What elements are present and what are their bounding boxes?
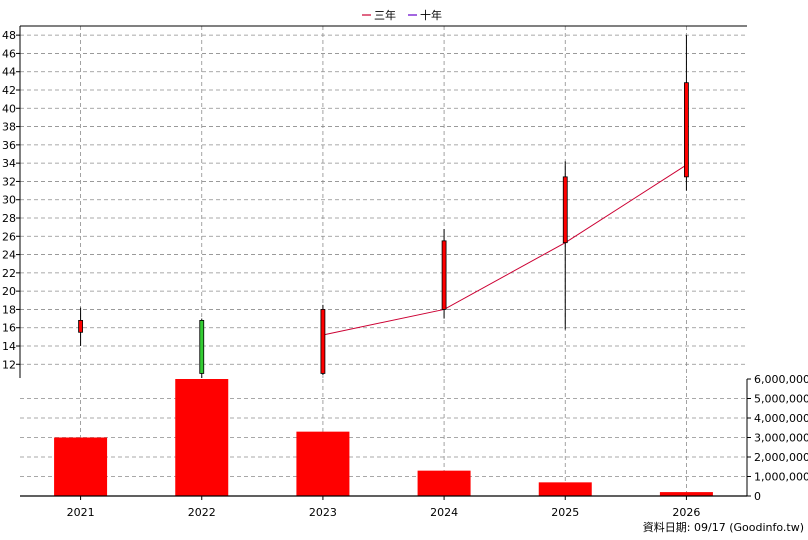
- price-tick-label: 48: [2, 29, 16, 42]
- price-tick-label: 44: [2, 66, 16, 79]
- volume-bar: [417, 470, 471, 496]
- candle-body: [441, 240, 447, 310]
- volume-tick-label: 6,000,000: [754, 373, 808, 386]
- volume-bars: [54, 379, 713, 496]
- x-tick-label: 2022: [188, 506, 216, 519]
- volume-tick-label: 1,000,000: [754, 471, 808, 484]
- price-tick-label: 32: [2, 175, 16, 188]
- price-tick-label: 22: [2, 267, 16, 280]
- volume-bar: [175, 379, 229, 496]
- volume-tick-label: 3,000,000: [754, 432, 808, 445]
- x-tick-label: 2024: [430, 506, 458, 519]
- price-tick-label: 46: [2, 47, 16, 60]
- price-tick-label: 42: [2, 84, 16, 97]
- line-series-layer: [322, 164, 687, 336]
- volume-bar: [296, 431, 350, 496]
- price-tick-label: 38: [2, 121, 16, 134]
- price-grid: [20, 26, 747, 378]
- price-tick-label: 30: [2, 194, 16, 207]
- price-tick-label: 34: [2, 157, 16, 170]
- candle-body: [199, 319, 205, 374]
- volume-tick-label: 2,000,000: [754, 451, 808, 464]
- price-tick-label: 36: [2, 139, 16, 152]
- volume-axis: 0 1,000,000 2,000,000 3,000,000 4,000,000 5,0…: [747, 373, 808, 503]
- x-tick-label: 2026: [672, 506, 700, 519]
- price-tick-label: 16: [2, 322, 16, 335]
- x-tick-label: 2023: [309, 506, 337, 519]
- price-axis: 12 14 16 18 20 22 24 26 28 30 32 34 36 38 40 42 44 46 48: [2, 29, 20, 371]
- plot-frame: [19, 25, 748, 497]
- volume-tick-label: 4,000,000: [754, 412, 808, 425]
- series-line: [322, 164, 687, 336]
- price-tick-label: 26: [2, 230, 16, 243]
- legend-label-three-year: 三年: [374, 8, 396, 22]
- volume-tick-label: 5,000,000: [754, 393, 808, 406]
- volume-bar: [659, 492, 713, 496]
- price-tick-label: 20: [2, 285, 16, 298]
- volume-tick-label: 0: [754, 490, 761, 503]
- volume-bar: [54, 437, 108, 496]
- candle-body: [320, 309, 326, 374]
- price-tick-label: 12: [2, 358, 16, 371]
- price-tick-label: 24: [2, 249, 16, 262]
- data-date-footer: 資料日期: 09/17 (Goodinfo.tw): [642, 521, 804, 534]
- price-panel: 12 14 16 18 20 22 24 26 28 30 32 34 36 38 40 42 44 46 48: [2, 26, 747, 378]
- volume-grid: [20, 379, 747, 496]
- volume-panel: 0 1,000,000 2,000,000 3,000,000 4,000,000 5,0…: [20, 373, 808, 503]
- legend-label-ten-year: 十年: [420, 8, 442, 22]
- x-tick-label: 2021: [67, 506, 95, 519]
- candle-body: [78, 319, 83, 333]
- price-tick-label: 14: [2, 340, 16, 353]
- x-axis: 2021 2022 2023 2024 2025 2026: [67, 496, 700, 519]
- price-tick-label: 28: [2, 212, 16, 225]
- candle-body: [684, 82, 689, 178]
- candles-layer: [78, 35, 689, 378]
- x-tick-label: 2025: [551, 506, 579, 519]
- legend: 三年 十年: [362, 8, 442, 22]
- volume-bar: [538, 482, 592, 496]
- price-tick-label: 40: [2, 102, 16, 115]
- candle-body: [562, 176, 568, 244]
- price-tick-label: 18: [2, 303, 16, 316]
